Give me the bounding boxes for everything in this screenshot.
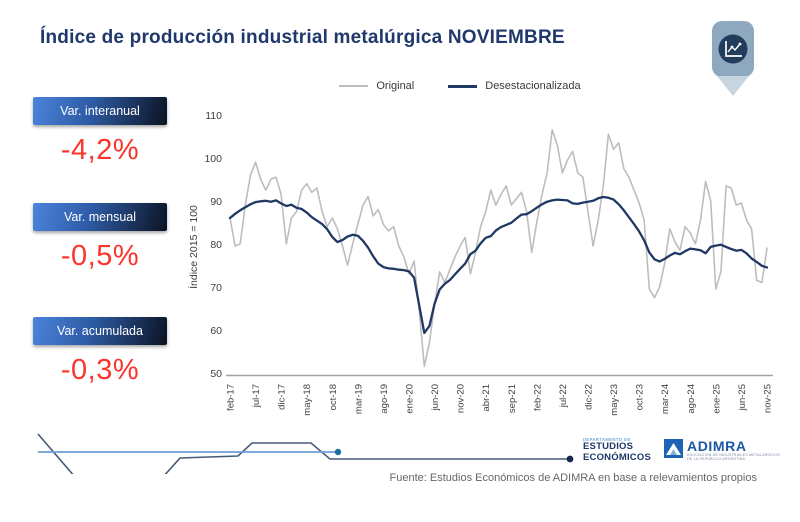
stat-card-acumulada: Var. acumulada (33, 317, 167, 345)
x-tick-label: dic-22 (583, 384, 594, 410)
y-tick-label: 110 (205, 110, 222, 122)
x-tick-label: oct-18 (328, 384, 339, 410)
x-tick-label: jun-20 (430, 384, 441, 411)
stat-label: Var. acumulada (57, 324, 143, 338)
stat-value-interanual: -4,2% (60, 134, 140, 166)
series-line-desestacionalizada (228, 195, 769, 335)
y-tick-label: 90 (210, 196, 222, 208)
x-tick-label: jun-25 (737, 384, 748, 411)
line-chart-svg: feb-17 jul-17 dic-17 may-18 oct-18 mar-19 ago-… (226, 129, 773, 416)
dept-logo-line2: ECONÓMICOS (583, 451, 651, 463)
x-tick-label: may-23 (609, 384, 620, 416)
x-tick-label: mar-24 (660, 384, 671, 414)
x-tick-label: ago-24 (686, 384, 697, 414)
stat-value-acumulada: -0,3% (60, 354, 140, 386)
series-line-original (229, 129, 768, 368)
dept-logo-line1: ESTUDIOS (583, 441, 634, 452)
stat-value-mensual: -0,5% (60, 240, 140, 272)
x-tick-label: feb-17 (226, 384, 237, 411)
x-tick-label: nov-20 (456, 384, 467, 413)
legend-label: Original (376, 80, 415, 92)
y-tick-label: 80 (210, 239, 222, 251)
legend-swatch-original (339, 85, 369, 87)
legend-swatch-desestacionalizada (448, 84, 478, 88)
deco-dot-blue (334, 448, 342, 456)
x-tick-label: jul-22 (558, 384, 569, 408)
adimra-logo-tagline2: DE LA REPÚBLICA ARGENTINA (687, 457, 746, 462)
line-chart-pin-icon (712, 21, 754, 96)
sparkline-decoration (37, 433, 574, 474)
adimra-logo-mark-icon (664, 439, 683, 458)
stat-label: Var. mensual (63, 210, 137, 224)
stat-card-interanual: Var. interanual (33, 97, 167, 125)
y-tick-label: 60 (210, 325, 222, 337)
y-tick-label: 100 (204, 153, 222, 165)
x-tick-label: dic-17 (277, 384, 288, 410)
dept-logo-small-text: DEPARTAMENTO DE (583, 437, 631, 442)
adimra-logo-name: ADIMRA (687, 438, 747, 454)
chart-plot-area: feb-17 jul-17 dic-17 may-18 oct-18 mar-19 ago-… (226, 106, 774, 436)
deco-dot-navy (566, 455, 574, 463)
stat-card-mensual: Var. mensual (33, 203, 167, 231)
x-tick-label: ene-25 (711, 384, 722, 414)
x-tick-label: ago-19 (379, 384, 390, 414)
y-tick-label: 50 (210, 368, 222, 380)
x-tick-label: nov-25 (762, 384, 773, 413)
x-tick-label: sep-21 (507, 384, 518, 413)
y-tick-label: 70 (210, 282, 222, 294)
x-tick-label: oct-23 (635, 384, 646, 410)
x-tick-label: jul-17 (251, 384, 262, 408)
page-title: Índice de producción industrial metalúrg… (40, 27, 565, 48)
legend-item-original: Original (339, 80, 414, 92)
x-tick-label: may-18 (302, 384, 313, 416)
adimra-logo-tagline1: ASOCIACIÓN DE INDUSTRIALES METALÚRGICOS (687, 453, 780, 457)
stat-label: Var. interanual (60, 104, 140, 118)
x-tick-label: abr-21 (481, 384, 492, 411)
x-tick-label: feb-22 (532, 384, 543, 411)
chart-legend: Original Desestacionalizada (240, 80, 680, 92)
legend-label: Desestacionalizada (485, 80, 581, 92)
estudios-economicos-logo: DEPARTAMENTO DE ESTUDIOS ECONÓMICOS (583, 437, 661, 463)
source-text: Fuente: Estudios Económicos de ADIMRA en… (389, 472, 757, 484)
x-tick-label: mar-19 (353, 384, 364, 414)
adimra-logo: ADIMRA ASOCIACIÓN DE INDUSTRIALES METALÚ… (664, 439, 780, 462)
legend-item-desestacionalizada: Desestacionalizada (448, 80, 581, 92)
x-tick-label: ene-20 (404, 384, 415, 414)
